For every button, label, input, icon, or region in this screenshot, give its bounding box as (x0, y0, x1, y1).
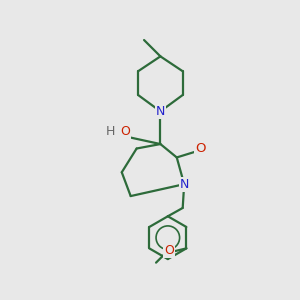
Text: O: O (120, 125, 130, 138)
Text: O: O (164, 244, 174, 257)
Text: N: N (179, 178, 189, 191)
Text: O: O (195, 142, 206, 155)
Text: H: H (106, 125, 115, 138)
Text: N: N (156, 105, 165, 118)
